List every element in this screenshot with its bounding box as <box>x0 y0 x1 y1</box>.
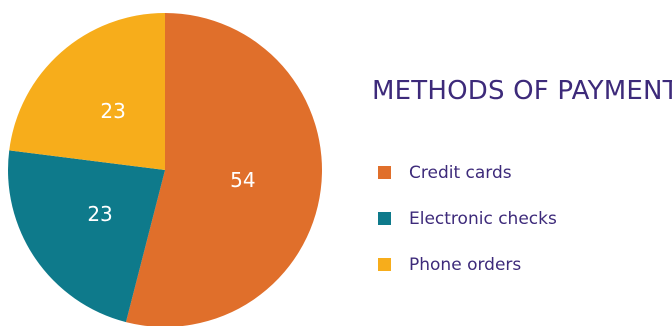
legend-swatch-credit-cards <box>378 166 391 179</box>
legend-label-phone-orders: Phone orders <box>409 254 522 275</box>
data-label-electronic-checks: 23 <box>87 202 112 226</box>
pie-slices <box>8 13 322 326</box>
pie-slice-electronic-checks <box>8 150 166 323</box>
chart-legend: Credit cards Electronic checks Phone order… <box>378 161 668 299</box>
legend-label-electronic-checks: Electronic checks <box>409 208 557 229</box>
legend-swatch-phone-orders <box>378 258 391 271</box>
legend-label-credit-cards: Credit cards <box>409 162 512 183</box>
pie-slice-phone-orders <box>9 13 165 170</box>
legend-item-credit-cards: Credit cards <box>378 161 668 184</box>
pie-slice-credit-cards <box>125 13 322 326</box>
data-label-credit-cards: 54 <box>230 168 255 192</box>
legend-item-phone-orders: Phone orders <box>378 253 668 276</box>
pie-data-labels: 54 23 23 <box>87 99 255 226</box>
legend-swatch-electronic-checks <box>378 212 391 225</box>
data-label-phone-orders: 23 <box>100 99 125 123</box>
chart-title: METHODS OF PAYMENT <box>372 76 672 106</box>
legend-item-electronic-checks: Electronic checks <box>378 207 668 230</box>
